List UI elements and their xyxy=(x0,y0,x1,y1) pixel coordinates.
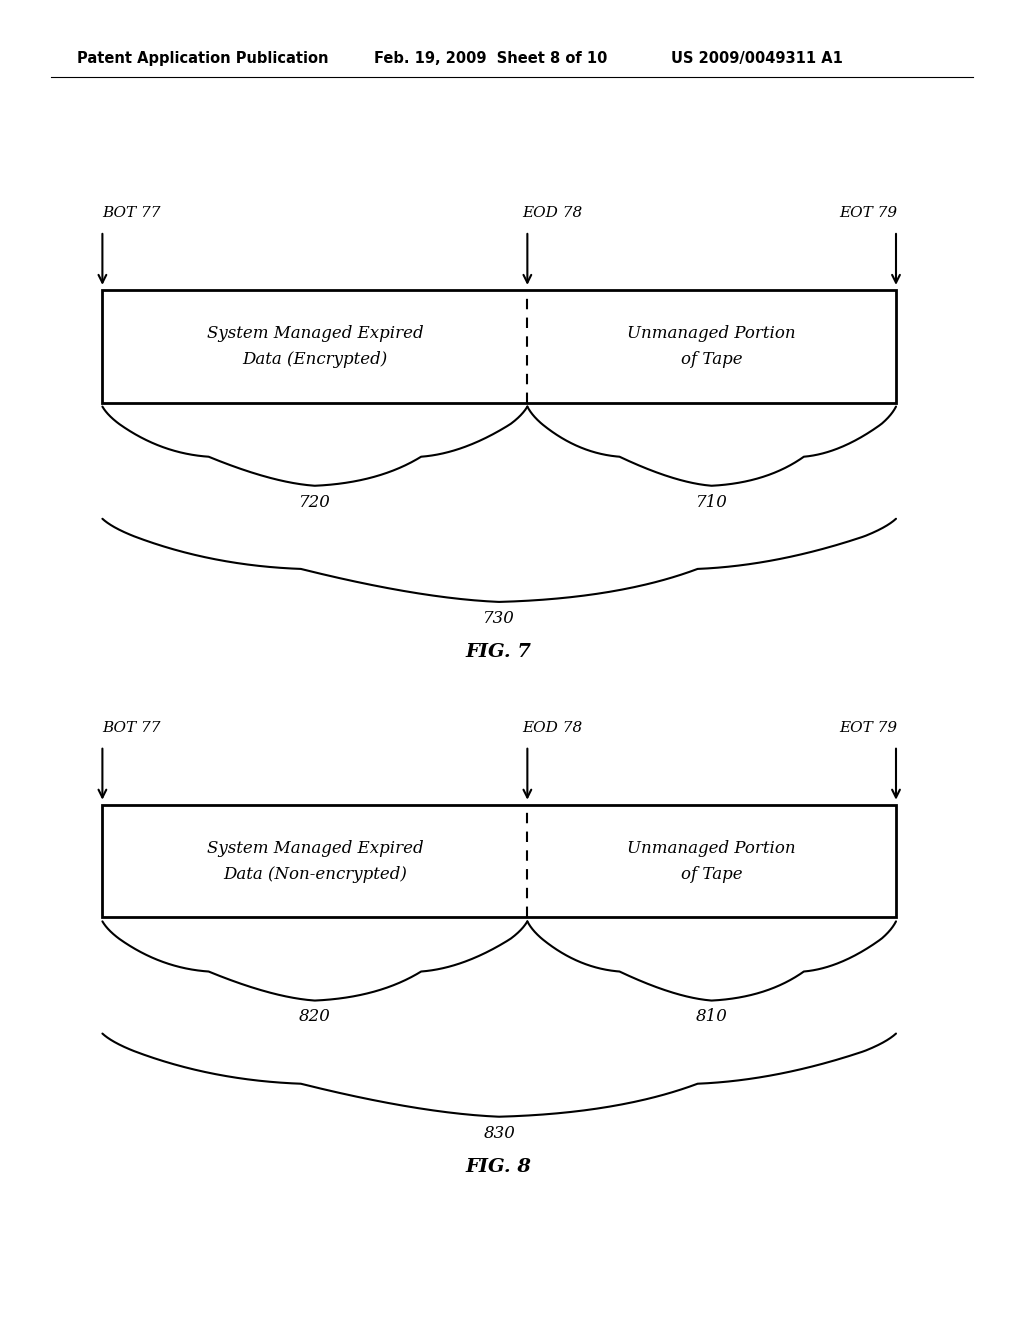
Bar xyxy=(102,290,896,403)
Text: 810: 810 xyxy=(695,1008,728,1026)
Text: 710: 710 xyxy=(695,494,728,511)
Text: System Managed Expired: System Managed Expired xyxy=(207,325,423,342)
Text: FIG. 7: FIG. 7 xyxy=(466,643,531,661)
Text: EOT 79: EOT 79 xyxy=(840,721,898,735)
Text: of Tape: of Tape xyxy=(681,866,742,883)
Text: BOT 77: BOT 77 xyxy=(102,721,161,735)
Text: US 2009/0049311 A1: US 2009/0049311 A1 xyxy=(671,50,843,66)
Text: EOT 79: EOT 79 xyxy=(840,206,898,220)
Text: 730: 730 xyxy=(483,610,515,627)
Text: 720: 720 xyxy=(299,494,331,511)
Text: System Managed Expired: System Managed Expired xyxy=(207,840,423,857)
Text: BOT 77: BOT 77 xyxy=(102,206,161,220)
Text: EOD 78: EOD 78 xyxy=(522,206,583,220)
Text: Data (Non-encrypted): Data (Non-encrypted) xyxy=(223,866,407,883)
Text: FIG. 8: FIG. 8 xyxy=(466,1158,531,1176)
Text: 830: 830 xyxy=(483,1125,515,1142)
Bar xyxy=(102,805,896,917)
Text: EOD 78: EOD 78 xyxy=(522,721,583,735)
Text: 820: 820 xyxy=(299,1008,331,1026)
Text: Unmanaged Portion: Unmanaged Portion xyxy=(628,325,796,342)
Text: Patent Application Publication: Patent Application Publication xyxy=(77,50,329,66)
Text: Unmanaged Portion: Unmanaged Portion xyxy=(628,840,796,857)
Text: Feb. 19, 2009  Sheet 8 of 10: Feb. 19, 2009 Sheet 8 of 10 xyxy=(374,50,607,66)
Text: Data (Encrypted): Data (Encrypted) xyxy=(243,351,387,368)
Text: of Tape: of Tape xyxy=(681,351,742,368)
